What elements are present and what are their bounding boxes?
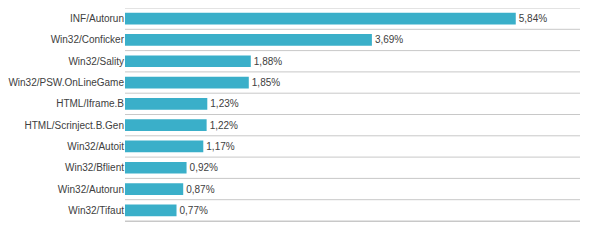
svg-text:5,84%: 5,84% — [519, 13, 547, 24]
svg-text:Win32/Sality: Win32/Sality — [68, 56, 124, 67]
svg-text:3,69%: 3,69% — [375, 34, 403, 45]
svg-text:1,22%: 1,22% — [210, 120, 238, 131]
svg-text:HTML/Scrinject.B.Gen: HTML/Scrinject.B.Gen — [25, 120, 124, 131]
svg-text:Win32/PSW.OnLineGame: Win32/PSW.OnLineGame — [8, 77, 124, 88]
svg-text:Win32/Autoit: Win32/Autoit — [67, 141, 124, 152]
svg-text:1,17%: 1,17% — [206, 141, 234, 152]
svg-text:1,23%: 1,23% — [210, 98, 238, 109]
svg-text:0,87%: 0,87% — [186, 184, 214, 195]
svg-text:Win32/Conficker: Win32/Conficker — [51, 34, 125, 45]
svg-text:Win32/Autorun: Win32/Autorun — [58, 184, 124, 195]
svg-text:0,92%: 0,92% — [190, 162, 218, 173]
svg-text:Win32/Tifaut: Win32/Tifaut — [68, 205, 124, 216]
svg-text:Win32/Bflient: Win32/Bflient — [65, 162, 124, 173]
svg-text:1,85%: 1,85% — [252, 77, 280, 88]
svg-text:1,88%: 1,88% — [254, 56, 282, 67]
svg-text:HTML/Iframe.B: HTML/Iframe.B — [56, 98, 124, 109]
svg-text:INF/Autorun: INF/Autorun — [70, 13, 124, 24]
svg-text:0,77%: 0,77% — [180, 205, 208, 216]
